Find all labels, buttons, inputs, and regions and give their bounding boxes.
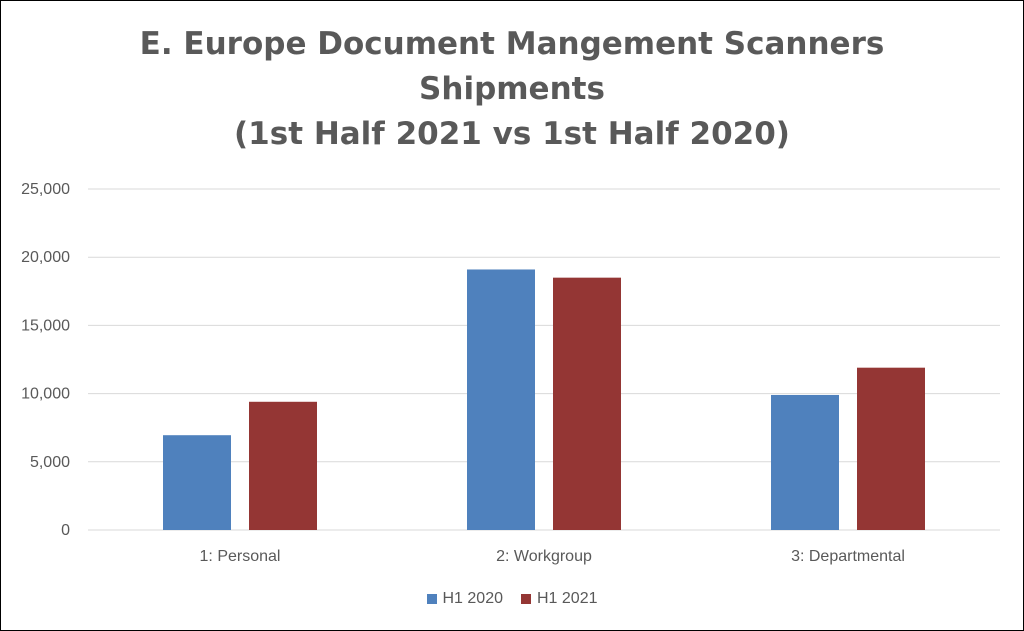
bar xyxy=(771,394,839,530)
y-tick-label: 15,000 xyxy=(21,317,70,334)
chart-title-line-1: E. Europe Document Mangement Scanners xyxy=(139,26,885,62)
y-tick-label: 20,000 xyxy=(21,249,70,266)
bar xyxy=(553,277,621,530)
legend-label-h1-2021: H1 2021 xyxy=(537,590,598,607)
chart-legend: H1 2020 H1 2021 xyxy=(0,590,1024,608)
legend-swatch-h1-2020 xyxy=(426,594,437,604)
chart-title: E. Europe Document Mangement Scanners Sh… xyxy=(0,22,1024,157)
y-tick-label: 0 xyxy=(61,522,70,539)
y-tick-label: 5,000 xyxy=(30,454,70,471)
x-tick-label: 3: Departmental xyxy=(791,548,905,565)
legend-item-h1-2021: H1 2021 xyxy=(521,590,598,608)
y-tick-label: 25,000 xyxy=(21,181,70,198)
x-tick-label: 2: Workgroup xyxy=(496,548,592,565)
legend-item-h1-2020: H1 2020 xyxy=(426,590,504,608)
bar xyxy=(857,367,925,530)
legend-label-h1-2020: H1 2020 xyxy=(442,590,504,607)
x-tick-label: 1: Personal xyxy=(200,548,281,565)
legend-swatch-h1-2021 xyxy=(521,594,531,604)
bar xyxy=(467,269,535,530)
chart-title-line-3: (1st Half 2021 vs 1st Half 2020) xyxy=(234,116,790,152)
bar xyxy=(163,435,231,530)
chart-title-line-2: Shipments xyxy=(419,71,605,107)
y-tick-label: 10,000 xyxy=(21,386,70,403)
bar xyxy=(249,401,317,530)
